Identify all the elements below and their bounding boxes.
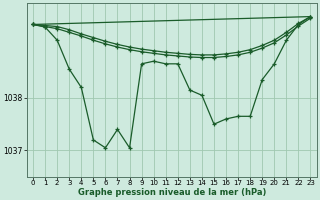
X-axis label: Graphe pression niveau de la mer (hPa): Graphe pression niveau de la mer (hPa) <box>77 188 266 197</box>
